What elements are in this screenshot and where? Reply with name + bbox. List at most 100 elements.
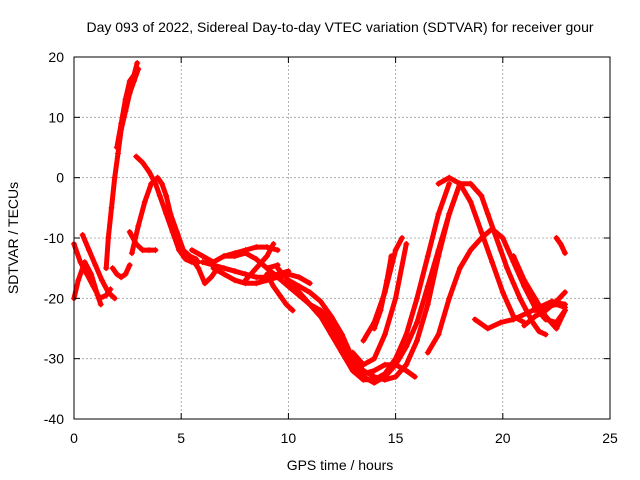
data-point xyxy=(531,307,538,314)
data-point xyxy=(424,301,431,308)
data-point xyxy=(122,271,129,278)
data-point xyxy=(167,216,174,223)
series-sat-e xyxy=(113,60,141,151)
data-point xyxy=(118,120,125,127)
data-point xyxy=(188,256,195,263)
y-tick-label: -30 xyxy=(44,351,64,367)
data-point xyxy=(105,289,112,296)
data-point xyxy=(92,262,99,269)
data-point xyxy=(403,361,410,368)
data-point xyxy=(113,271,120,278)
series-sat-ag xyxy=(531,301,568,314)
data-point xyxy=(435,247,442,254)
series-sat-af xyxy=(553,235,568,257)
data-point xyxy=(360,361,367,368)
data-point xyxy=(86,247,93,254)
y-tick-label: 10 xyxy=(48,109,64,125)
data-point xyxy=(133,153,140,160)
x-tick-label: 10 xyxy=(281,430,297,446)
data-point xyxy=(154,174,161,181)
data-point xyxy=(424,283,431,290)
data-point xyxy=(274,274,281,281)
data-point xyxy=(553,235,560,241)
data-point xyxy=(208,274,215,281)
x-tick-label: 15 xyxy=(388,430,404,446)
data-point xyxy=(446,180,453,187)
data-point xyxy=(384,277,391,284)
data-point xyxy=(126,262,133,269)
data-point xyxy=(561,304,568,311)
data-point xyxy=(510,316,517,323)
data-point xyxy=(289,307,296,314)
data-point xyxy=(403,367,410,374)
data-point xyxy=(221,271,228,278)
data-point xyxy=(317,313,324,320)
data-point xyxy=(103,265,110,272)
series-trace xyxy=(71,259,104,307)
data-point xyxy=(253,274,260,281)
data-point xyxy=(360,367,367,374)
data-point xyxy=(122,96,129,103)
data-point xyxy=(467,198,474,205)
series-sat-x xyxy=(371,253,395,332)
data-point xyxy=(285,271,292,278)
data-point xyxy=(521,322,528,329)
data-point xyxy=(131,72,138,79)
data-point xyxy=(523,310,530,317)
data-point xyxy=(263,265,270,272)
data-point xyxy=(118,274,125,281)
data-series-layer xyxy=(71,60,568,386)
series-trace xyxy=(114,60,140,150)
series-trace xyxy=(489,226,568,325)
series-trace xyxy=(243,241,276,283)
data-point xyxy=(195,265,202,272)
data-point xyxy=(478,228,485,235)
data-point xyxy=(221,265,228,272)
data-point xyxy=(306,289,313,296)
series-sat-f xyxy=(109,262,133,281)
data-point xyxy=(489,259,496,266)
data-point xyxy=(392,247,399,254)
data-point xyxy=(88,271,95,278)
data-point xyxy=(306,280,313,287)
data-point xyxy=(414,319,421,326)
data-point xyxy=(182,253,189,260)
data-point xyxy=(111,174,118,181)
data-point xyxy=(201,280,208,287)
data-point xyxy=(242,277,249,284)
series-sat-q xyxy=(263,271,296,314)
x-tick-label: 25 xyxy=(602,430,618,446)
data-point xyxy=(317,298,324,305)
data-point xyxy=(360,337,367,344)
data-point xyxy=(98,277,105,284)
data-point xyxy=(411,373,418,380)
data-point xyxy=(371,379,378,386)
data-point xyxy=(171,228,178,235)
data-point xyxy=(392,373,399,380)
series-trace xyxy=(371,253,394,331)
series-trace xyxy=(163,205,191,259)
y-tick-label: -40 xyxy=(44,411,64,427)
data-point xyxy=(516,295,523,302)
data-point xyxy=(542,304,549,311)
data-point xyxy=(531,295,538,302)
data-point xyxy=(446,174,453,181)
data-point xyxy=(296,283,303,290)
data-point xyxy=(156,192,163,199)
data-point xyxy=(531,313,538,320)
data-point xyxy=(97,301,104,308)
data-point xyxy=(536,328,543,335)
data-point xyxy=(392,361,399,368)
chart-title: Day 093 of 2022, Sidereal Day-to-day VTE… xyxy=(86,19,593,35)
grid xyxy=(74,57,610,419)
data-point xyxy=(510,280,517,287)
data-point xyxy=(270,241,277,248)
data-point xyxy=(146,168,153,175)
data-point xyxy=(521,277,528,284)
data-point xyxy=(296,274,303,281)
data-point xyxy=(349,349,356,356)
x-tick-label: 0 xyxy=(70,430,78,446)
data-point xyxy=(146,247,153,254)
data-point xyxy=(392,295,399,302)
data-point xyxy=(504,265,511,272)
